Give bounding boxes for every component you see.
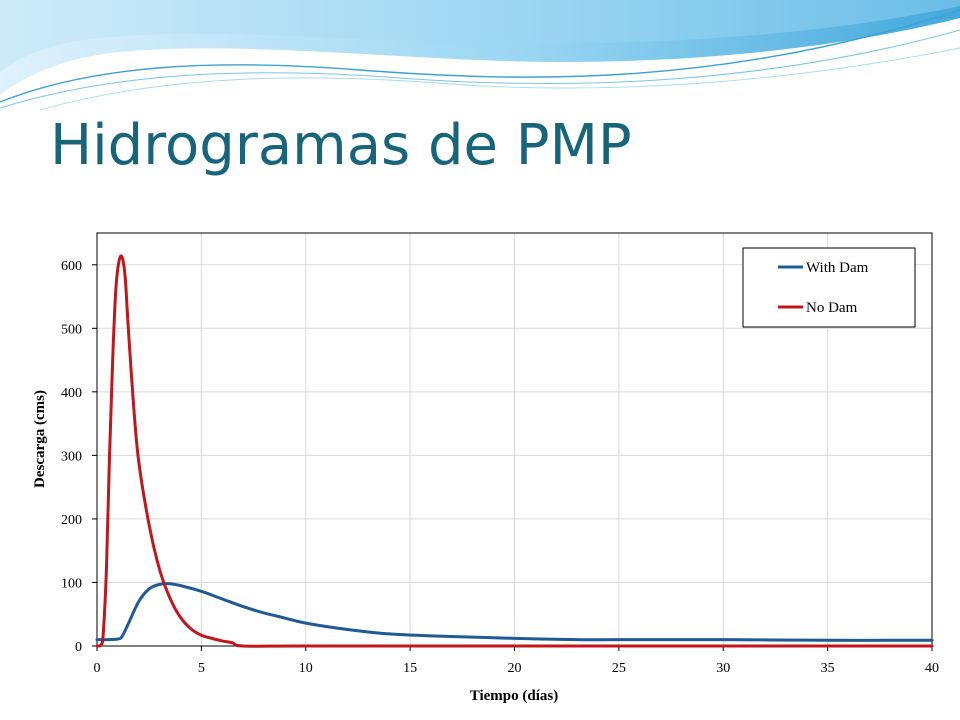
y-axis-label: Descarga (cms) (32, 390, 48, 488)
legend-label-with-dam: With Dam (806, 260, 869, 276)
x-tick-label: 40 (925, 661, 939, 676)
series-line-no-dam (95, 254, 934, 648)
x-tick-label: 30 (716, 661, 730, 676)
x-tick-label: 20 (508, 661, 522, 676)
y-tick-label: 500 (61, 322, 82, 337)
legend-box (742, 247, 916, 328)
legend-label-no-dam: No Dam (806, 300, 858, 316)
y-tick-label: 100 (61, 576, 82, 591)
series-layer (95, 254, 934, 648)
grid-layer (97, 233, 932, 646)
y-tick-label: 300 (61, 449, 82, 464)
header-wave-decoration (0, 0, 960, 111)
x-tick-label: 15 (403, 661, 417, 676)
x-tick-label: 5 (198, 661, 205, 676)
x-tick-label: 25 (612, 661, 626, 676)
y-tick-label: 600 (61, 259, 82, 274)
y-tick-label: 400 (61, 386, 82, 401)
x-tick-label: 10 (299, 661, 313, 676)
legend: With Dam No Dam (742, 247, 916, 328)
slide-title: Hidrogramas de PMP (50, 113, 632, 178)
x-tick-label: 35 (821, 661, 835, 676)
x-tick-label: 0 (94, 661, 101, 676)
y-tick-label: 0 (75, 640, 82, 655)
series-line-with-dam (95, 582, 934, 642)
y-tick-label: 200 (61, 513, 82, 528)
x-axis-label: Tiempo (días) (470, 688, 558, 704)
